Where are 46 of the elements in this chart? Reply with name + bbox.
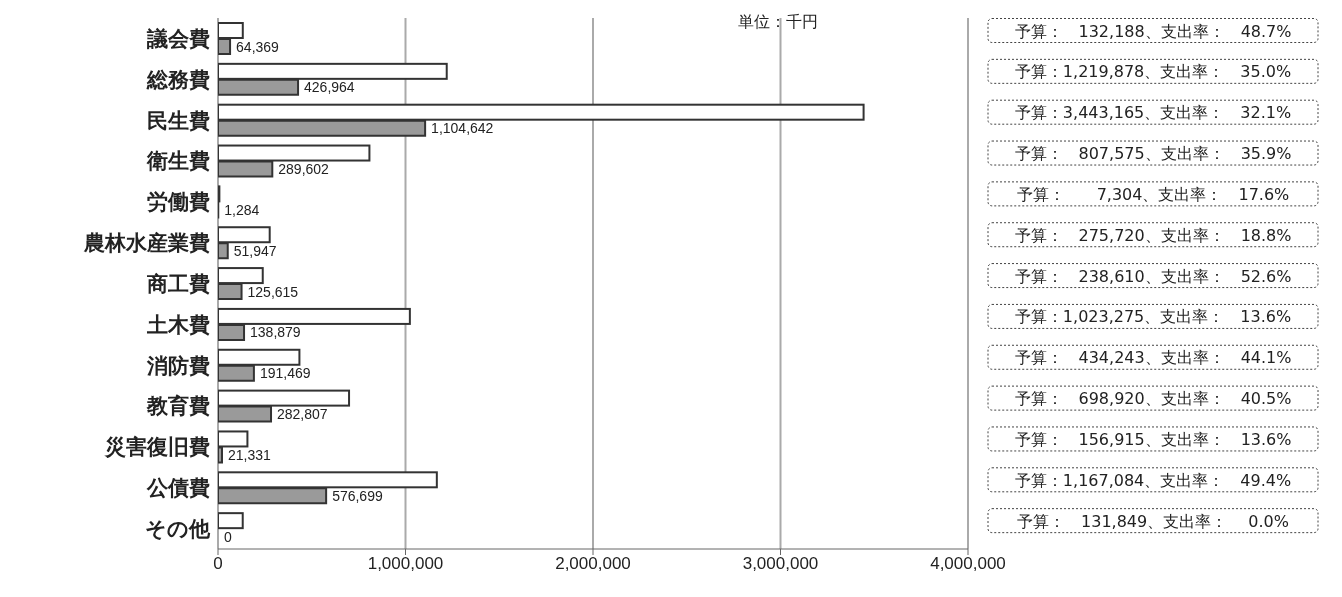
data-label: 1,284 bbox=[224, 201, 260, 218]
data-label: 予算：1,167,084、支出率： 49.4% bbox=[1014, 470, 1292, 490]
y-tick-label: 教育費 bbox=[146, 394, 210, 419]
x-tick-label: 3,000,000 bbox=[742, 554, 819, 574]
data-label: 予算： 807,575、支出率： 35.9% bbox=[1014, 144, 1292, 164]
y-tick-label: 議会費 bbox=[146, 26, 210, 51]
y-tick-label: 消防費 bbox=[146, 353, 210, 378]
data-label: 191,469 bbox=[259, 365, 311, 382]
x-tick-label: 4,000,000 bbox=[930, 554, 1006, 574]
y-tick-label: 農林水産業費 bbox=[83, 231, 210, 256]
x-tick-label: 0 bbox=[213, 554, 223, 574]
data-label: 282,807 bbox=[277, 406, 328, 423]
data-label: 予算： 156,915、支出率： 13.6% bbox=[1014, 429, 1292, 449]
data-label: 予算： 275,720、支出率： 18.8% bbox=[1014, 225, 1292, 245]
data-label: 予算：1,219,878、支出率： 35.0% bbox=[1014, 62, 1292, 82]
y-tick-label: 商工費 bbox=[146, 271, 210, 296]
data-label: 51,947 bbox=[233, 242, 277, 259]
data-label: 予算： 7,304、支出率： 17.6% bbox=[1016, 184, 1290, 204]
y-tick-label: 土木費 bbox=[146, 312, 210, 337]
y-tick-label: その他 bbox=[145, 517, 211, 542]
data-label: 426,964 bbox=[304, 79, 355, 96]
data-label: 289,602 bbox=[278, 161, 330, 178]
data-label: 64,369 bbox=[236, 38, 280, 55]
bar bbox=[218, 512, 244, 530]
data-label: 576,699 bbox=[332, 487, 383, 504]
data-label: 21,331 bbox=[228, 446, 272, 463]
y-tick-label: 労働費 bbox=[147, 190, 210, 215]
y-tick-label: 公債費 bbox=[146, 476, 210, 501]
x-tick-label: 2,000,000 bbox=[555, 554, 631, 574]
y-tick-label: 災害復旧費 bbox=[104, 435, 210, 460]
x-tick-label: 1,000,000 bbox=[367, 554, 444, 574]
y-tick-label: 衛生費 bbox=[146, 149, 210, 174]
y-tick-label: 総務費 bbox=[146, 67, 210, 92]
data-label: 予算：1,023,275、支出率： 13.6% bbox=[1014, 307, 1292, 327]
data-label: 予算： 132,188、支出率： 48.7% bbox=[1014, 21, 1292, 41]
data-label: 予算： 131,849、支出率： 0.0% bbox=[1017, 511, 1289, 531]
annotation: 単位：千円 bbox=[738, 12, 818, 33]
data-label: 予算：3,443,165、支出率： 32.1% bbox=[1014, 103, 1292, 123]
data-label: 125,615 bbox=[247, 283, 299, 300]
data-label: 138,879 bbox=[250, 324, 301, 341]
data-label: 0 bbox=[224, 528, 232, 545]
data-label: 1,104,642 bbox=[431, 120, 494, 137]
y-tick-label: 民生費 bbox=[147, 108, 210, 133]
data-label: 予算： 238,610、支出率： 52.6% bbox=[1014, 266, 1292, 286]
data-label: 予算： 698,920、支出率： 40.5% bbox=[1014, 389, 1292, 409]
data-label: 予算： 434,243、支出率： 44.1% bbox=[1014, 348, 1292, 368]
